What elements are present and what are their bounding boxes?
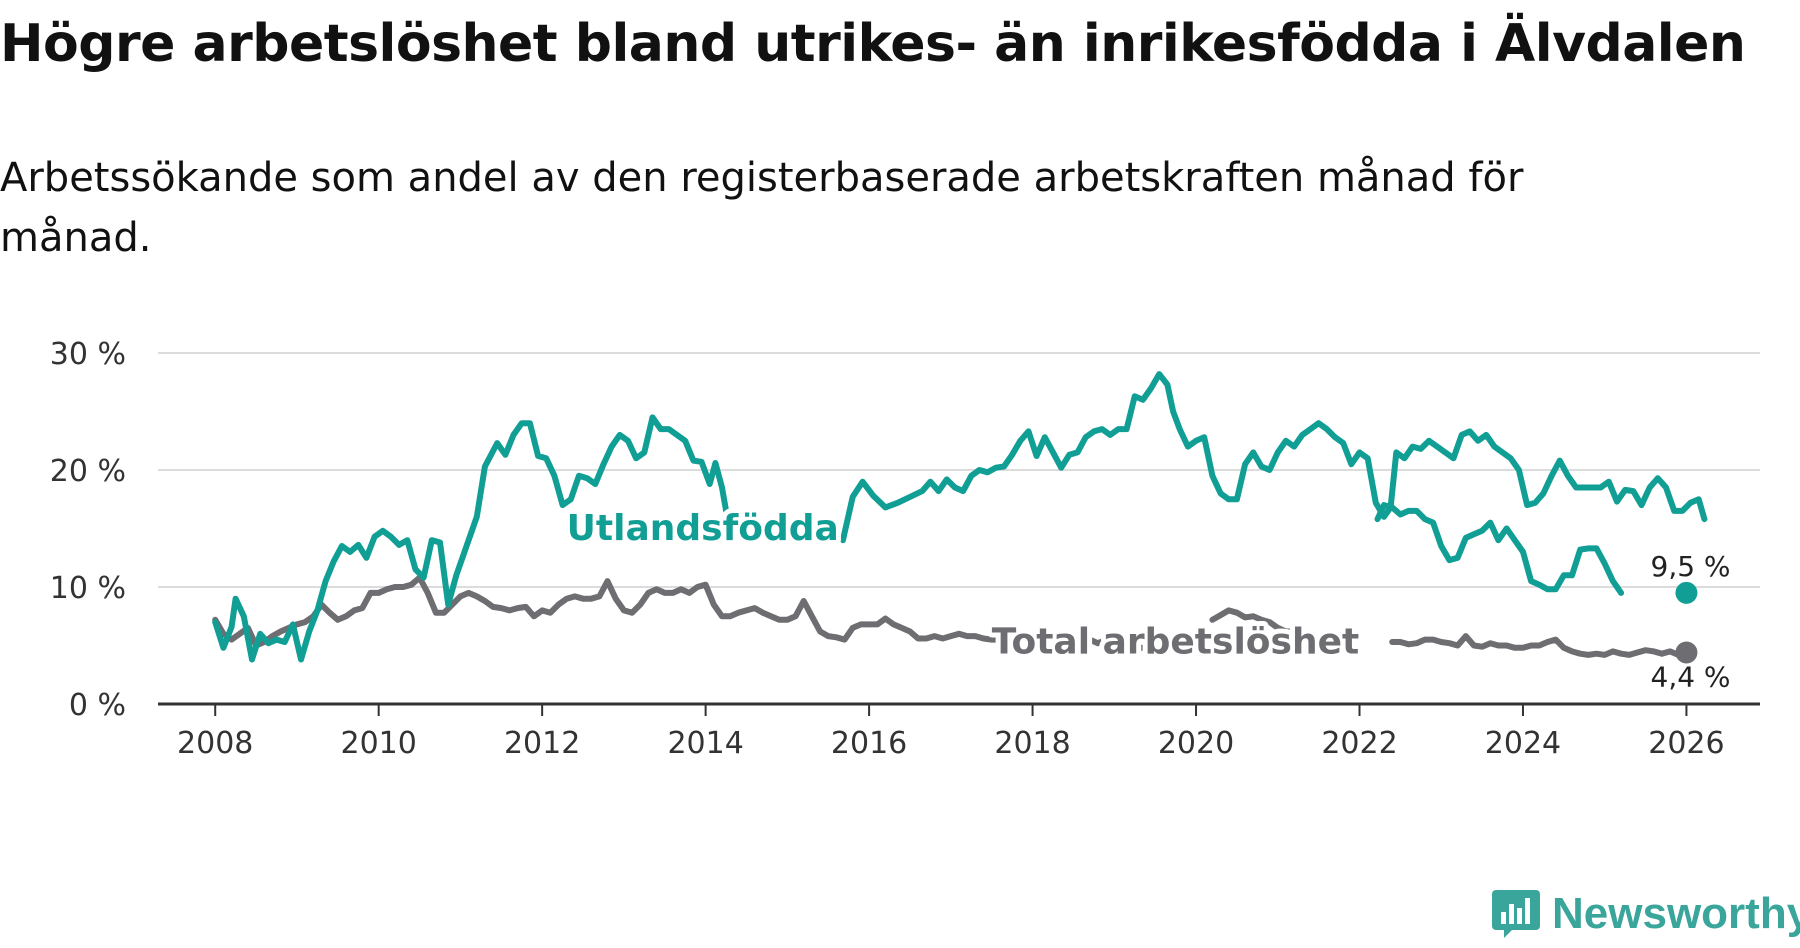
y-tick-label: 0 %: [69, 688, 126, 723]
brand-name: Newsworthy: [1552, 889, 1800, 938]
series-line: [1209, 607, 1298, 635]
series-line: [1389, 633, 1690, 658]
newsworthy-logo-icon: [1492, 890, 1540, 938]
series-line: [212, 414, 730, 663]
end-point-marker: [1675, 581, 1698, 604]
label-layer: 9,5 % 4,4 % Utlandsfödda Total arbetslöshet: [562, 503, 1731, 694]
series-layer: [212, 371, 1708, 663]
page-title: Högre arbetslöshet bland utrikes- än inr…: [0, 14, 1746, 74]
y-tick-label: 30 %: [50, 337, 126, 372]
x-tick-label: 2008: [177, 726, 253, 761]
x-tick-label: 2020: [1158, 726, 1234, 761]
x-tick-label: 2010: [341, 726, 417, 761]
y-tick-label: 10 %: [50, 571, 126, 606]
end-point-marker: [1675, 641, 1698, 664]
y-tick-label: 20 %: [50, 454, 126, 489]
newsworthy-logo: Newsworthy: [1490, 888, 1800, 940]
series-label: Utlandsfödda: [567, 508, 839, 549]
series-line: [1374, 502, 1625, 596]
x-tick-label: 2016: [831, 726, 907, 761]
x-tick-label: 2012: [504, 726, 580, 761]
series-line: [839, 371, 1708, 544]
line-chart: 0 % 10 % 20 % 30 % 2008 2010 2012 2014 2016 2018…: [50, 337, 1760, 761]
x-tick-label: 2022: [1321, 726, 1397, 761]
x-tick-label: 2024: [1485, 726, 1561, 761]
page-subtitle: Arbetssökande som andel av den registerb…: [0, 155, 1524, 261]
x-tick-label: 2014: [667, 726, 743, 761]
end-value-label: 4,4 %: [1651, 661, 1731, 694]
end-value-label: 9,5 %: [1651, 550, 1731, 583]
x-axis: 2008 2010 2012 2014 2016 2018 2020 2022 2024 2026: [158, 702, 1760, 761]
x-tick-label: 2026: [1648, 726, 1724, 761]
series-line: [212, 574, 1183, 651]
x-tick-label: 2018: [994, 726, 1070, 761]
series-label: Total arbetslöshet: [992, 622, 1360, 663]
